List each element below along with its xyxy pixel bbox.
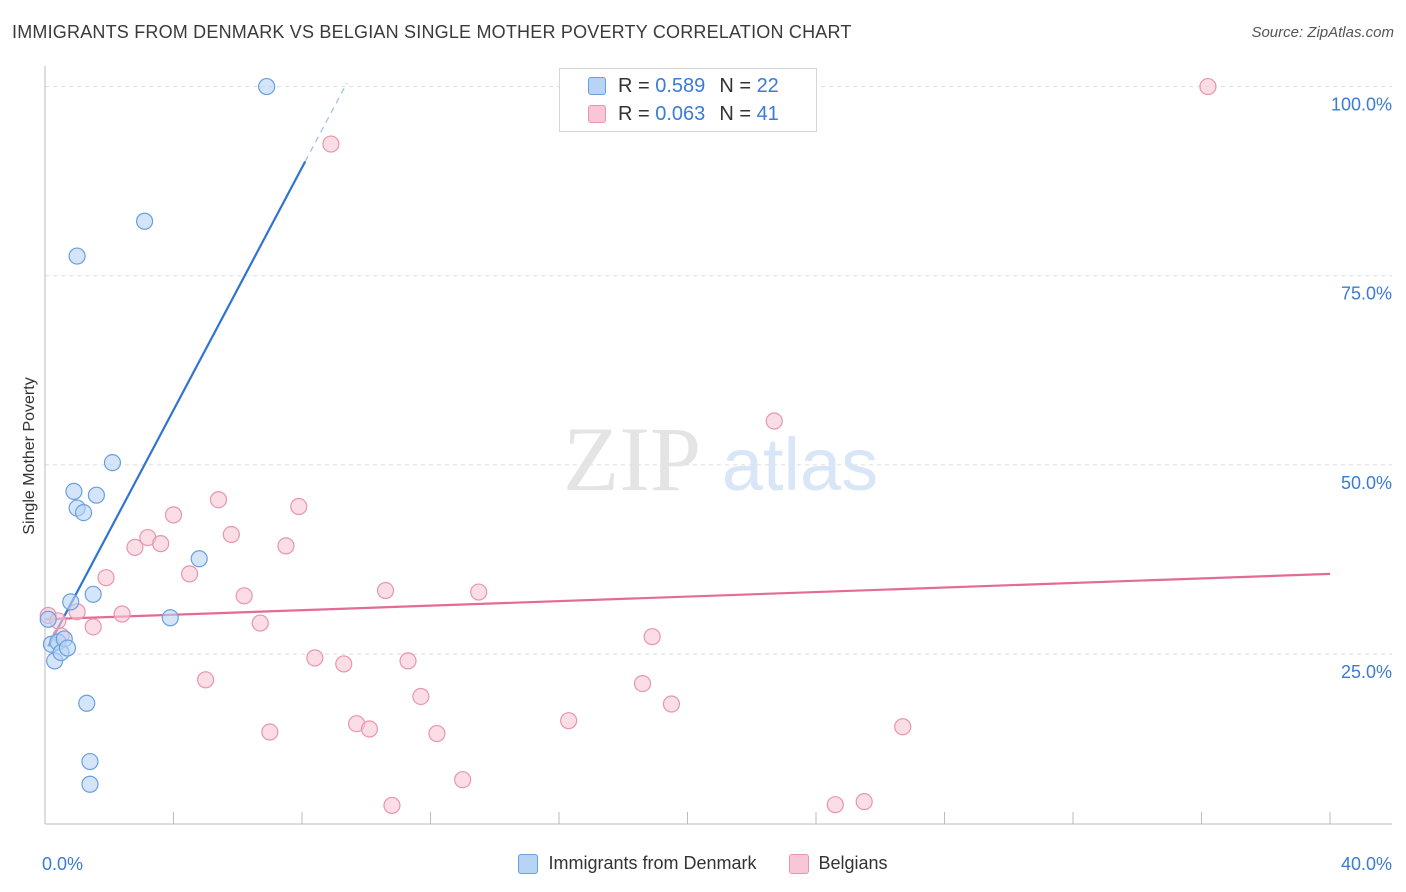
- legend-r-label: R =: [618, 102, 650, 125]
- belgians-point: [376, 581, 395, 600]
- x-tick-label-max: 40.0%: [1341, 854, 1392, 874]
- belgians-point: [826, 796, 844, 814]
- legend-row-denmark: R = 0.589 N = 22: [588, 74, 779, 98]
- belgians-point: [1199, 77, 1217, 96]
- belgians-point: [322, 135, 340, 153]
- denmark-point: [258, 77, 276, 96]
- belgians-point: [428, 724, 446, 743]
- axes: [44, 66, 1392, 825]
- legend-swatch-pink: [588, 105, 606, 123]
- series-swatch-pink: [788, 853, 809, 874]
- chart-title: IMMIGRANTS FROM DENMARK VS BELGIAN SINGL…: [12, 22, 852, 42]
- series-label: Immigrants from Denmark: [548, 853, 757, 873]
- belgians-point: [164, 506, 183, 524]
- belgians-point: [209, 491, 228, 509]
- trendline-belgians: [44, 572, 1331, 621]
- denmark-point: [78, 694, 96, 712]
- denmark-point: [65, 482, 83, 501]
- belgians-point: [222, 525, 240, 544]
- denmark-point: [103, 454, 122, 472]
- denmark-point: [161, 609, 179, 627]
- belgians-point: [662, 695, 681, 713]
- legend-r-value: 0.589: [655, 74, 706, 97]
- belgians-point: [152, 535, 170, 553]
- belgians-point: [855, 793, 873, 811]
- legend-n-label: N =: [719, 102, 751, 125]
- belgians-point: [306, 649, 324, 667]
- belgians-point: [261, 723, 279, 741]
- legend-n-value: 41: [756, 102, 779, 125]
- trendline-extension: [304, 82, 348, 162]
- denmark-point: [81, 775, 99, 793]
- belgians-point: [643, 628, 661, 646]
- denmark-point: [74, 503, 93, 522]
- belgians-point: [633, 675, 652, 693]
- belgians-point: [383, 796, 401, 815]
- legend-r-value: 0.063: [655, 102, 706, 125]
- series-legend-denmark[interactable]: Immigrants from Denmark: [518, 853, 757, 874]
- gridlines: [45, 86, 1392, 655]
- trendline-denmark: [47, 160, 307, 648]
- trendlines: [44, 82, 1331, 648]
- belgians-point: [197, 671, 215, 689]
- series-legend-belgians[interactable]: Belgians: [788, 853, 888, 874]
- belgians-point: [894, 718, 912, 736]
- data-points: [39, 77, 1217, 815]
- denmark-point: [84, 585, 102, 603]
- y-tick-label: 50.0%: [1341, 473, 1392, 493]
- belgians-point: [470, 583, 488, 601]
- series-label: Belgians: [818, 853, 888, 873]
- stats-legend: R = 0.589 N = 22 R = 0.063 N = 41: [559, 68, 817, 132]
- denmark-point: [190, 550, 208, 568]
- belgians-point: [235, 587, 253, 605]
- belgians-point: [126, 538, 144, 556]
- belgians-point: [412, 687, 430, 706]
- y-tick-label: 25.0%: [1341, 662, 1392, 682]
- denmark-point: [68, 247, 86, 265]
- belgians-point: [560, 712, 578, 730]
- belgians-point: [454, 771, 472, 789]
- belgians-point: [180, 565, 199, 583]
- belgians-point: [290, 497, 308, 516]
- denmark-point: [39, 610, 57, 628]
- belgians-point: [399, 652, 417, 670]
- x-tick-label-min: 0.0%: [42, 854, 83, 874]
- belgians-point: [113, 605, 131, 623]
- belgians-point: [84, 618, 102, 636]
- watermark-zip: ZIP: [563, 408, 701, 510]
- series-swatch-blue: [518, 853, 539, 874]
- belgians-point: [277, 537, 295, 555]
- tick-labels: 25.0% 50.0% 75.0% 100.0% 0.0% 40.0%: [42, 95, 1392, 874]
- denmark-point: [87, 486, 106, 504]
- denmark-point: [62, 593, 80, 611]
- belgians-point: [251, 614, 269, 632]
- denmark-point: [58, 639, 77, 657]
- series-legend: Immigrants from Denmark Belgians: [0, 853, 1406, 874]
- watermark: ZIP atlas: [563, 408, 878, 510]
- belgians-point: [335, 655, 353, 673]
- legend-row-belgians: R = 0.063 N = 41: [588, 102, 779, 126]
- source-credit: Source: ZipAtlas.com: [1251, 24, 1394, 41]
- legend-n-label: N =: [719, 74, 751, 97]
- y-tick-label: 100.0%: [1331, 95, 1392, 115]
- belgians-point: [97, 569, 115, 587]
- watermark-atlas: atlas: [722, 423, 878, 506]
- legend-r-label: R =: [618, 74, 650, 97]
- y-tick-label: 75.0%: [1341, 284, 1392, 304]
- denmark-point: [81, 752, 99, 771]
- legend-n-value: 22: [756, 74, 779, 97]
- belgians-point: [360, 720, 379, 738]
- denmark-point: [135, 212, 154, 230]
- belgians-point: [765, 412, 783, 430]
- legend-swatch-blue: [588, 77, 606, 95]
